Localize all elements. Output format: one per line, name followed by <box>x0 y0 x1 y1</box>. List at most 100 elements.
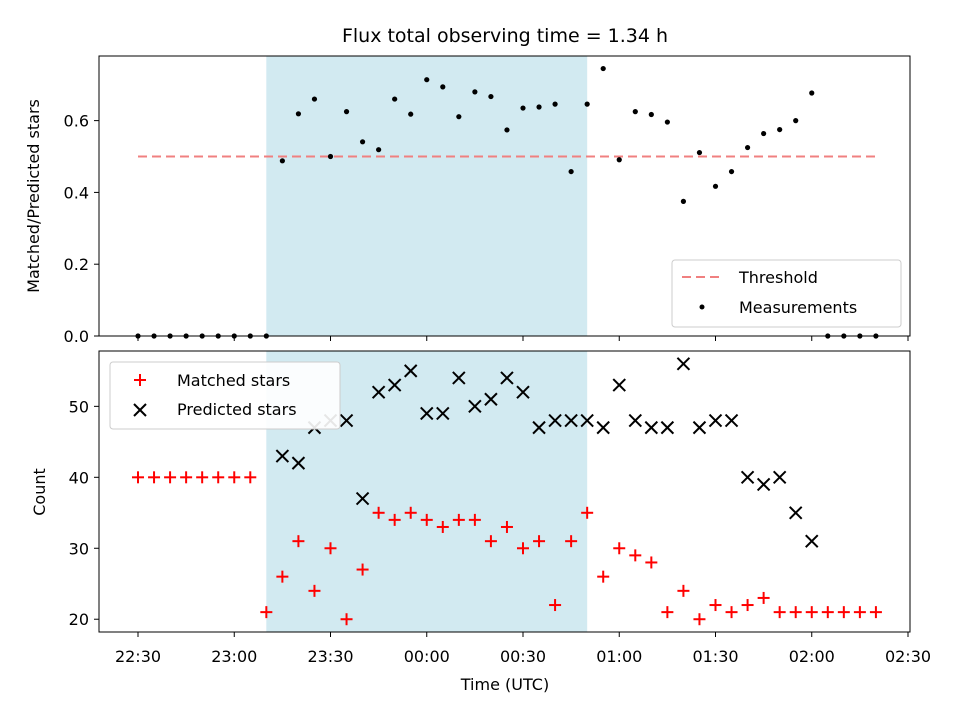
top-observing-window <box>266 56 588 336</box>
predicted-star-point <box>500 371 514 385</box>
measurement-point <box>327 153 334 160</box>
predicted-star-point <box>628 413 642 428</box>
predicted-star-point <box>724 413 739 428</box>
legend-predicted-label: Predicted stars <box>177 400 297 419</box>
matched-star-point <box>789 606 802 619</box>
matched-star-point <box>388 513 401 526</box>
measurement-point <box>600 65 606 72</box>
matched-star-point <box>292 535 305 548</box>
y-tick-label: 0.6 <box>64 112 89 131</box>
top-panel: 0.0 0.2 0.4 0.6 Matched/Predicted stars Thr… <box>24 55 911 346</box>
matched-star-point <box>468 513 481 526</box>
predicted-star-point <box>612 378 626 392</box>
y-tick-label: 50 <box>69 397 89 416</box>
x-tick-label: 01:00 <box>596 647 642 666</box>
measurement-point <box>295 111 302 117</box>
measurement-point <box>392 96 398 102</box>
measurement-point <box>552 101 558 107</box>
predicted-star-point <box>436 406 450 421</box>
x-tick-label: 00:30 <box>500 647 546 666</box>
matched-star-point <box>484 535 497 548</box>
bottom-legend-box <box>109 361 341 430</box>
measurement-point <box>680 198 687 204</box>
matched-star-point <box>837 606 850 619</box>
top-y-ticks: 0.0 0.2 0.4 0.6 <box>64 112 99 346</box>
matched-star-point <box>709 599 722 612</box>
matched-star-point <box>741 599 754 612</box>
legend-threshold-label: Threshold <box>738 268 818 287</box>
measurement-point <box>584 101 590 107</box>
top-legend: Threshold Measurements <box>671 259 902 328</box>
predicted-star-point <box>805 534 819 548</box>
matched-star-point <box>773 606 786 619</box>
matched-star-point <box>565 535 578 548</box>
matched-star-point <box>533 535 546 548</box>
predicted-star-point <box>740 470 755 485</box>
measurement-point <box>376 147 382 153</box>
measurement-point <box>616 157 622 163</box>
measurement-point <box>809 90 815 96</box>
matched-star-point <box>180 471 193 484</box>
matched-star-point <box>420 513 433 526</box>
matched-star-point <box>757 591 770 604</box>
measurement-point <box>728 168 735 175</box>
predicted-star-point <box>339 413 354 428</box>
measurement-point <box>424 77 430 83</box>
matched-star-point <box>805 606 818 619</box>
predicted-star-point <box>355 491 370 506</box>
measurement-point <box>744 144 751 151</box>
predicted-star-point <box>692 420 707 435</box>
y-tick-label: 30 <box>69 539 89 558</box>
matched-star-point <box>677 584 690 597</box>
legend-predicted-swatch <box>133 403 147 417</box>
predicted-star-point <box>772 470 787 485</box>
predicted-star-point <box>291 456 306 470</box>
measurement-point <box>777 126 783 133</box>
measurement-point <box>520 105 526 111</box>
matched-star-point <box>549 599 562 612</box>
y-tick-label: 40 <box>69 468 89 487</box>
y-tick-label: 0.0 <box>64 327 89 346</box>
matched-star-point <box>212 471 225 484</box>
predicted-star-point <box>532 420 546 435</box>
matched-star-point <box>132 471 144 484</box>
measurement-point <box>761 130 767 137</box>
matched-star-point <box>372 506 385 519</box>
x-tick-label: 01:30 <box>692 647 738 666</box>
measurement-point <box>456 114 462 120</box>
predicted-star-point <box>676 357 691 371</box>
matched-star-point <box>645 556 658 569</box>
measurement-point <box>472 89 478 95</box>
predicted-star-point <box>708 413 723 428</box>
x-tick-label: 23:00 <box>211 647 257 666</box>
predicted-star-points <box>275 357 819 548</box>
matched-star-point <box>869 606 882 619</box>
legend-matched-swatch <box>134 374 146 386</box>
predicted-star-point <box>580 413 594 428</box>
y-tick-label: 0.2 <box>64 255 89 274</box>
x-tick-label: 23:30 <box>307 647 353 666</box>
predicted-star-point <box>452 371 466 385</box>
matched-star-points <box>132 471 882 626</box>
matched-star-point <box>661 606 674 619</box>
x-tick-label: 22:30 <box>115 647 161 666</box>
measurement-point <box>568 168 574 175</box>
matched-star-point <box>581 506 594 519</box>
matched-star-point <box>340 613 353 626</box>
predicted-star-point <box>660 420 675 435</box>
legend-measurements-swatch <box>699 304 705 310</box>
predicted-star-point <box>468 399 482 414</box>
bottom-plot-frame <box>98 350 911 633</box>
matched-star-point <box>725 606 738 619</box>
matched-star-point <box>613 542 626 555</box>
bottom-y-axis-label: Count <box>30 468 49 516</box>
measurement-point <box>359 139 366 145</box>
predicted-star-point <box>516 385 530 399</box>
matched-star-point <box>500 520 513 533</box>
measurement-point <box>408 111 414 117</box>
matched-star-point <box>404 506 417 519</box>
matched-star-point <box>148 471 161 484</box>
matched-star-point <box>821 606 834 619</box>
measurement-point <box>536 104 542 110</box>
predicted-star-point <box>548 413 562 428</box>
